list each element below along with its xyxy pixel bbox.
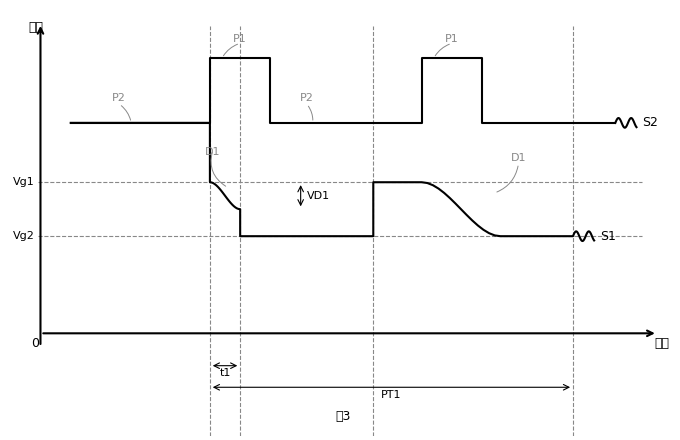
Text: P1: P1	[445, 34, 459, 44]
Text: P1: P1	[233, 34, 247, 44]
Text: t1: t1	[220, 368, 231, 378]
Text: 电压: 电压	[29, 21, 44, 34]
Text: D1: D1	[205, 147, 221, 157]
Text: S1: S1	[600, 230, 616, 243]
Text: 图3: 图3	[335, 410, 351, 423]
Text: Vg2: Vg2	[13, 231, 35, 241]
Text: 0: 0	[31, 337, 39, 350]
Text: VD1: VD1	[307, 191, 330, 201]
Text: P2: P2	[112, 93, 126, 103]
Text: 时间: 时间	[655, 337, 670, 350]
Text: D1: D1	[511, 153, 526, 163]
Text: S2: S2	[643, 116, 658, 129]
Text: P2: P2	[300, 93, 313, 103]
Text: PT1: PT1	[381, 390, 402, 400]
Text: Vg1: Vg1	[13, 177, 35, 187]
